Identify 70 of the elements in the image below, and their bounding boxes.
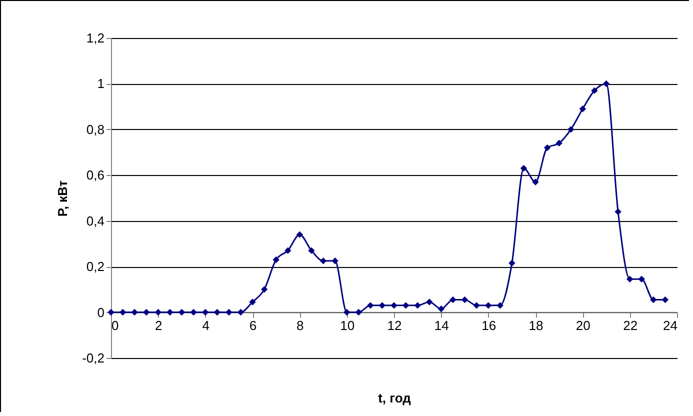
point [367,302,374,309]
point [662,296,669,304]
y-tick-label: -0,2 [82,350,104,366]
point [520,164,528,172]
point [579,106,586,112]
point [650,296,657,304]
point [237,308,244,316]
point [614,208,622,216]
point [226,308,232,316]
point [202,308,209,316]
y-tick-label: 1 [97,76,104,92]
x-tick-label: 18 [528,318,544,333]
y-tick-label: 0,6 [86,168,104,183]
point [508,260,516,266]
y-tick-label: 0 [97,304,104,320]
point [532,178,539,186]
point [473,302,480,309]
point [296,231,304,238]
point [131,308,138,316]
x-tick-label: 22 [623,318,638,333]
point [450,296,456,304]
point [414,302,421,309]
x-tick-label: 0 [112,318,119,333]
point [378,302,386,309]
point [284,247,292,254]
point [496,302,504,309]
y-tick-label: 0,4 [86,213,104,228]
point [154,308,162,316]
point [178,308,186,316]
x-tick-label: 16 [482,318,496,333]
point [626,276,634,282]
point [320,258,327,264]
point [249,298,256,306]
x-tick-label: 6 [249,318,257,333]
point [602,80,610,88]
point [272,256,280,264]
point [638,276,645,282]
y-tick-label: 0,8 [86,122,104,137]
x-tick-label: 14 [434,318,449,333]
point [260,286,268,293]
point [556,140,562,146]
x-tick-label: 4 [202,318,210,333]
point [402,302,410,309]
point [426,298,433,306]
point [438,306,445,312]
point [390,302,398,309]
x-axis-title: t, год [378,390,412,406]
x-tick-label: 2 [155,318,162,333]
y-axis-title: P, кВт [55,180,70,217]
point [484,302,492,309]
point [332,258,338,264]
x-tick-label: 20 [576,318,590,333]
x-tick-label: 12 [387,318,402,333]
point [143,308,150,316]
y-tick-label: 1,2 [86,30,104,46]
point [544,144,551,152]
x-tick-label: 8 [296,318,304,333]
point [343,308,350,316]
point [119,308,126,316]
point [214,308,220,316]
x-tick-label: 10 [340,318,355,333]
point [355,308,362,316]
point [461,296,468,304]
x-tick-label: 24 [663,318,678,333]
point [166,308,174,316]
point [190,308,197,316]
point [591,87,598,94]
y-tick-label: 0,2 [86,259,104,274]
point [308,247,315,254]
point [568,126,574,133]
